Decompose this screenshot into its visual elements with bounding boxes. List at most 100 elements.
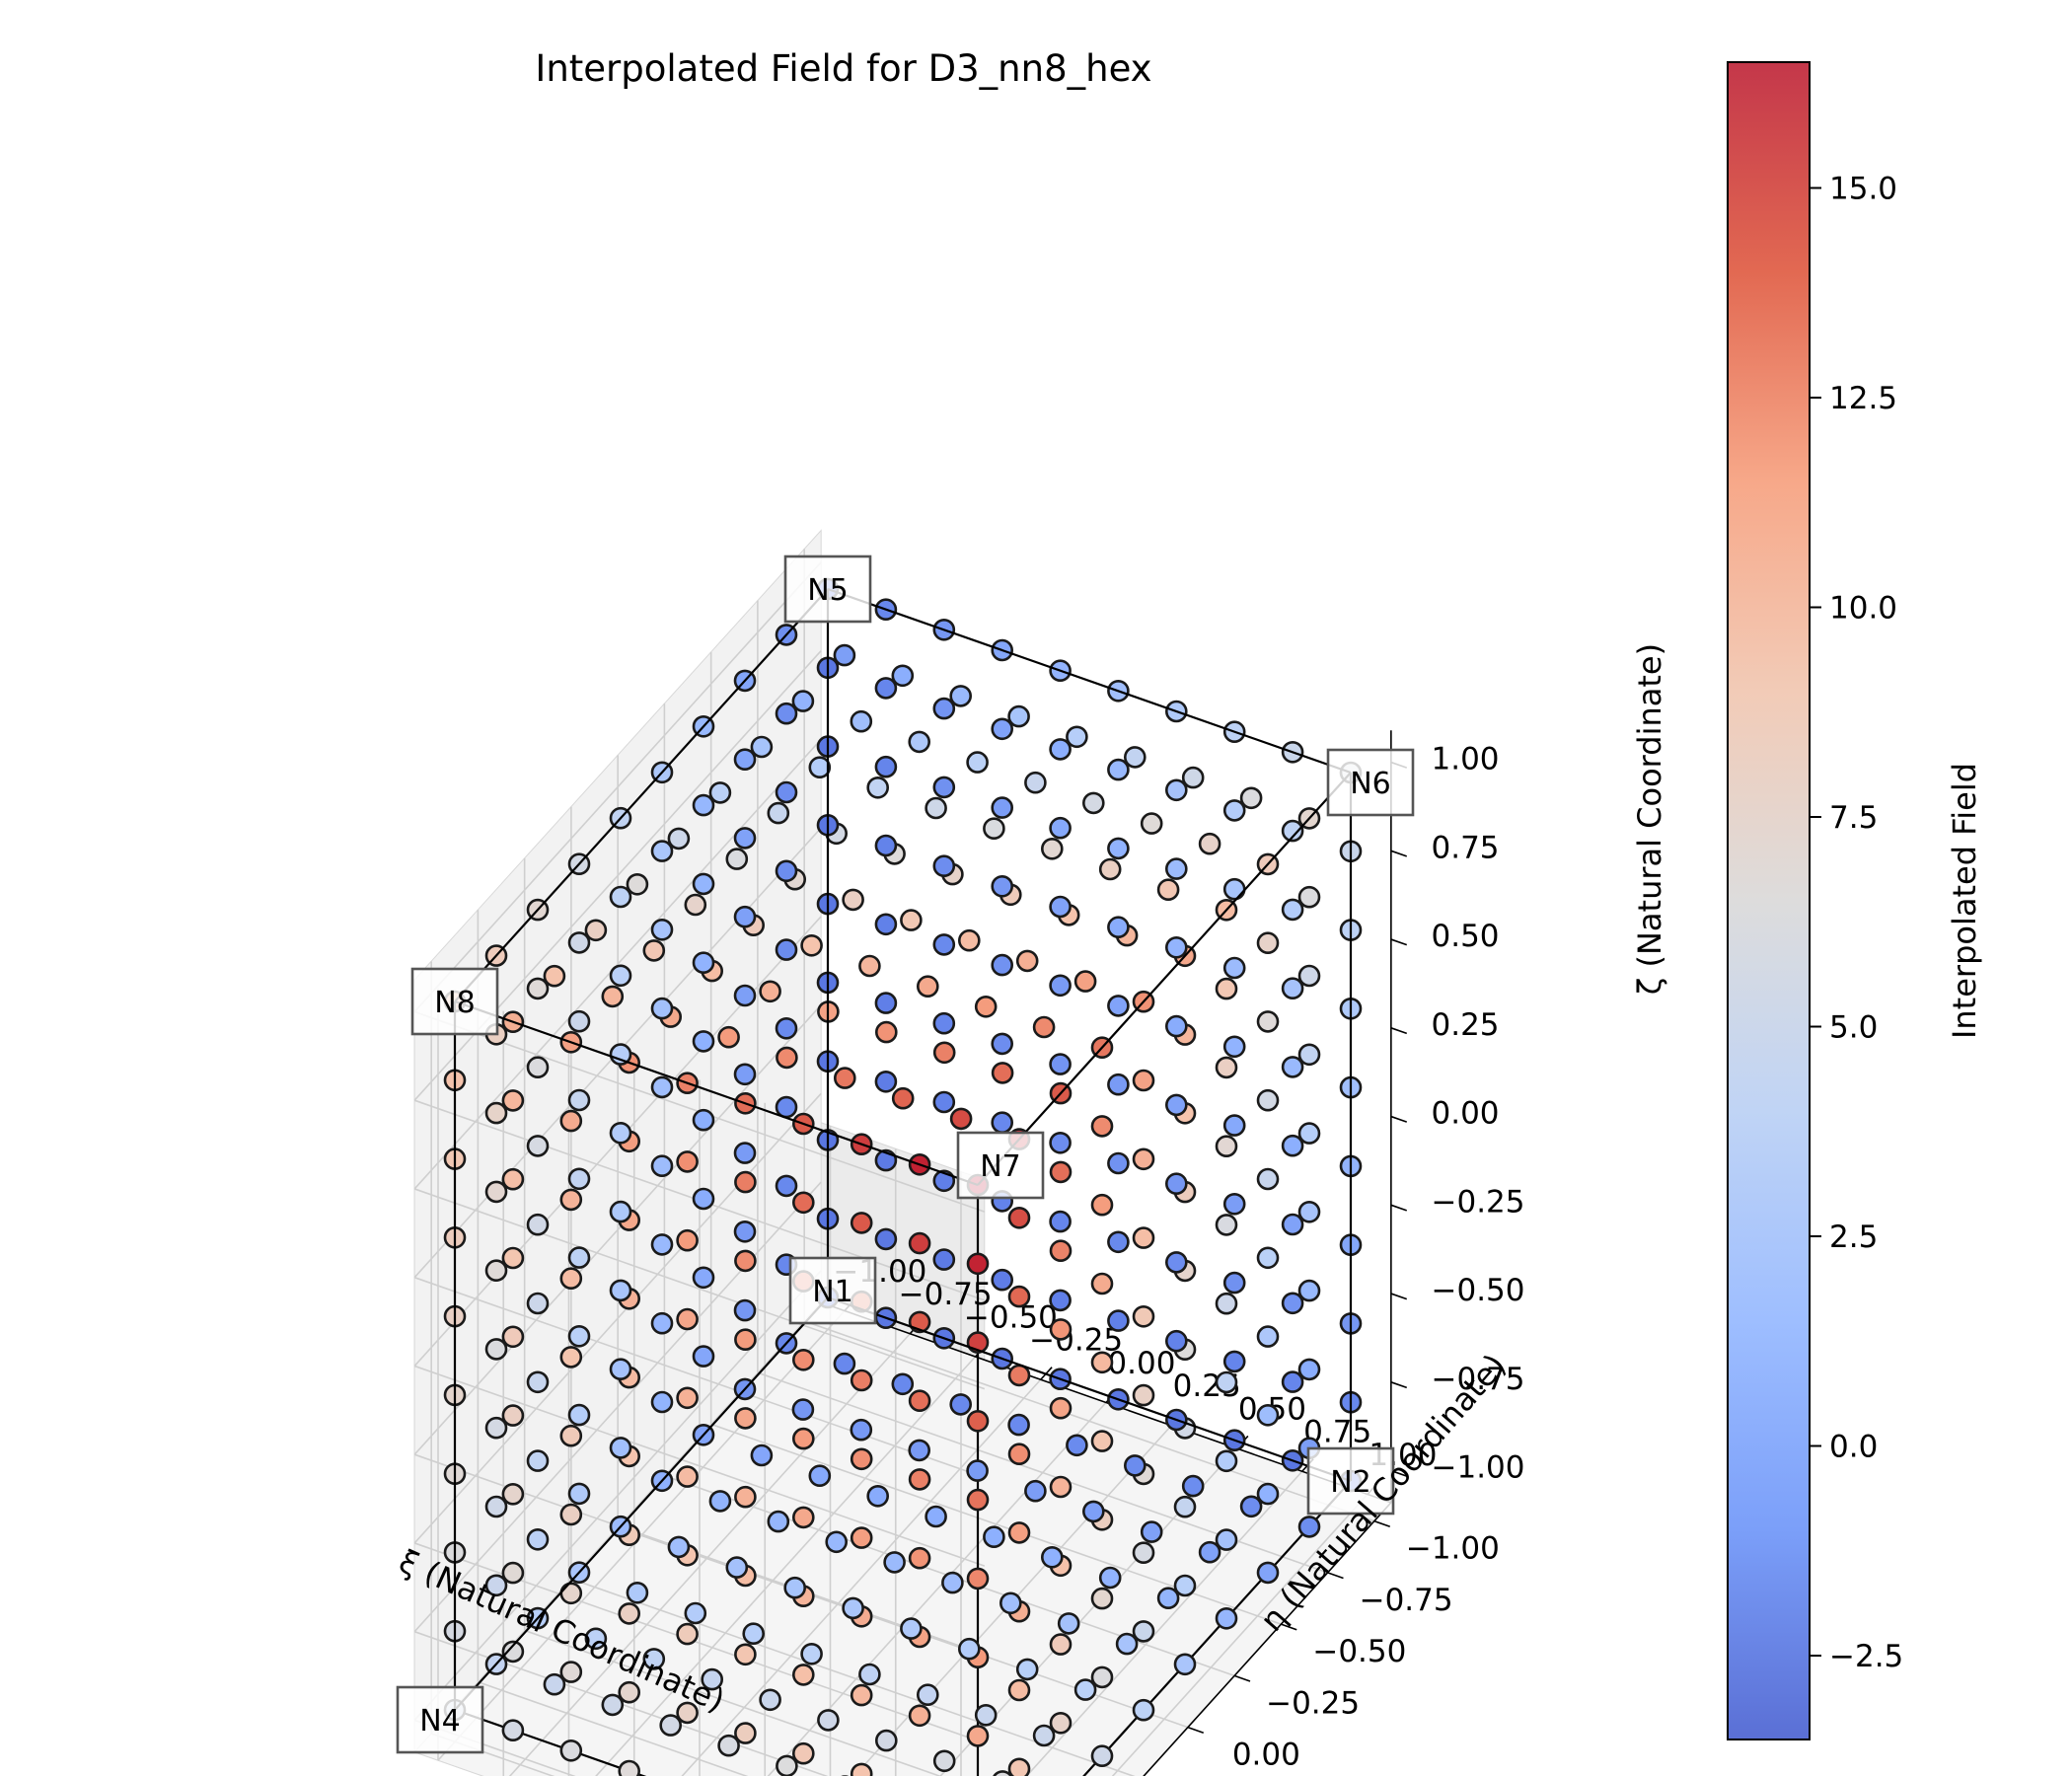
data-point: [817, 1709, 840, 1732]
data-point: [650, 918, 674, 941]
data-point: [932, 697, 956, 720]
data-point: [991, 1268, 1014, 1292]
data-point: [1222, 1350, 1246, 1373]
data-point: [609, 1437, 632, 1459]
cube-edge: [977, 772, 1352, 1186]
colorbar-tick-label: 5.0: [1829, 1010, 1878, 1046]
data-point: [891, 1086, 915, 1110]
data-point: [676, 1307, 699, 1331]
data-point: [692, 1108, 715, 1132]
node-label-n5: N5: [807, 573, 849, 608]
grid-line: [413, 1365, 986, 1567]
data-point: [1049, 1396, 1073, 1420]
data-point: [993, 1770, 1013, 1776]
data-point: [1107, 1151, 1130, 1175]
colorbar-tick-label: 7.5: [1829, 800, 1878, 836]
data-point: [1165, 1014, 1188, 1038]
data-point: [1015, 949, 1039, 973]
data-point: [692, 951, 715, 975]
data-point: [966, 1410, 990, 1433]
data-point: [559, 1424, 583, 1447]
data-point: [874, 1071, 898, 1093]
data-point: [791, 1349, 815, 1371]
data-point: [908, 1439, 931, 1462]
data-point: [526, 1056, 550, 1078]
data-point: [874, 834, 898, 857]
data-point: [974, 1704, 998, 1727]
z-tick-mark: [1390, 1027, 1408, 1035]
y-tick-mark: [1187, 1726, 1205, 1735]
data-point: [1115, 1632, 1139, 1656]
data-point: [501, 1561, 525, 1585]
colorbar-tick-label: 0.0: [1829, 1430, 1878, 1465]
data-point: [584, 919, 608, 942]
data-point: [850, 1762, 873, 1776]
data-point: [800, 933, 823, 957]
data-point: [526, 977, 550, 1000]
data-point: [559, 1267, 583, 1290]
data-point: [775, 938, 798, 961]
data-point: [1049, 1318, 1073, 1341]
data-point: [1049, 1132, 1072, 1154]
data-point: [609, 1279, 632, 1302]
data-point: [733, 827, 757, 850]
data-point: [692, 1187, 715, 1211]
data-point: [1173, 1653, 1197, 1676]
data-point: [1090, 1744, 1114, 1767]
data-point: [1222, 1193, 1246, 1216]
data-point: [750, 1443, 774, 1467]
data-point: [1007, 1413, 1030, 1437]
data-point: [567, 1246, 591, 1269]
data-point: [1156, 1587, 1180, 1609]
data-point: [1215, 1449, 1238, 1473]
data-point: [1132, 1147, 1155, 1171]
data-point: [1215, 1607, 1238, 1630]
y-tick-label: −0.75: [1360, 1583, 1453, 1618]
data-point: [932, 1011, 956, 1035]
data-point: [1173, 1574, 1197, 1597]
data-point: [908, 1389, 931, 1412]
y-tick-mark: [1233, 1674, 1251, 1682]
data-point: [708, 781, 732, 804]
data-point: [932, 1090, 956, 1114]
data-point: [609, 1122, 632, 1145]
data-point: [650, 997, 674, 1020]
grid-line: [413, 1188, 986, 1390]
data-point: [966, 1567, 990, 1591]
node-label-n1: N1: [812, 1275, 853, 1309]
data-point: [983, 817, 1005, 841]
data-point: [1222, 799, 1246, 822]
data-point: [1041, 837, 1064, 860]
data-point: [908, 730, 931, 754]
data-point: [1165, 1251, 1188, 1274]
y-axis-line: [1143, 1502, 1392, 1776]
data-point: [717, 1025, 740, 1049]
y-tick-mark: [1327, 1572, 1344, 1580]
data-point: [501, 1640, 525, 1664]
data-point: [850, 709, 873, 733]
data-point: [1256, 1167, 1280, 1191]
data-point: [932, 1041, 956, 1065]
y-tick-label: −0.50: [1312, 1634, 1406, 1669]
data-point: [484, 1259, 508, 1282]
data-point: [1281, 1056, 1304, 1078]
data-point: [1222, 1035, 1246, 1059]
data-point: [1181, 766, 1205, 789]
data-point: [999, 1591, 1022, 1615]
data-point: [908, 1704, 931, 1728]
data-point: [891, 1372, 915, 1396]
y-tick-mark: [1281, 1623, 1297, 1631]
data-point: [775, 1017, 798, 1040]
data-point: [1215, 1528, 1238, 1551]
z-tick-label: −1.00: [1432, 1450, 1525, 1486]
cube-edges-front: [453, 587, 1353, 1711]
node-label-n4: N4: [419, 1704, 461, 1739]
data-point: [734, 1407, 757, 1430]
y-tick-label: 0.00: [1232, 1738, 1300, 1773]
node-label-box: [396, 1685, 484, 1754]
data-point: [1132, 1698, 1155, 1722]
data-point: [526, 1449, 550, 1472]
data-point: [991, 717, 1014, 741]
data-point: [941, 1571, 964, 1594]
data-point: [874, 1020, 898, 1044]
